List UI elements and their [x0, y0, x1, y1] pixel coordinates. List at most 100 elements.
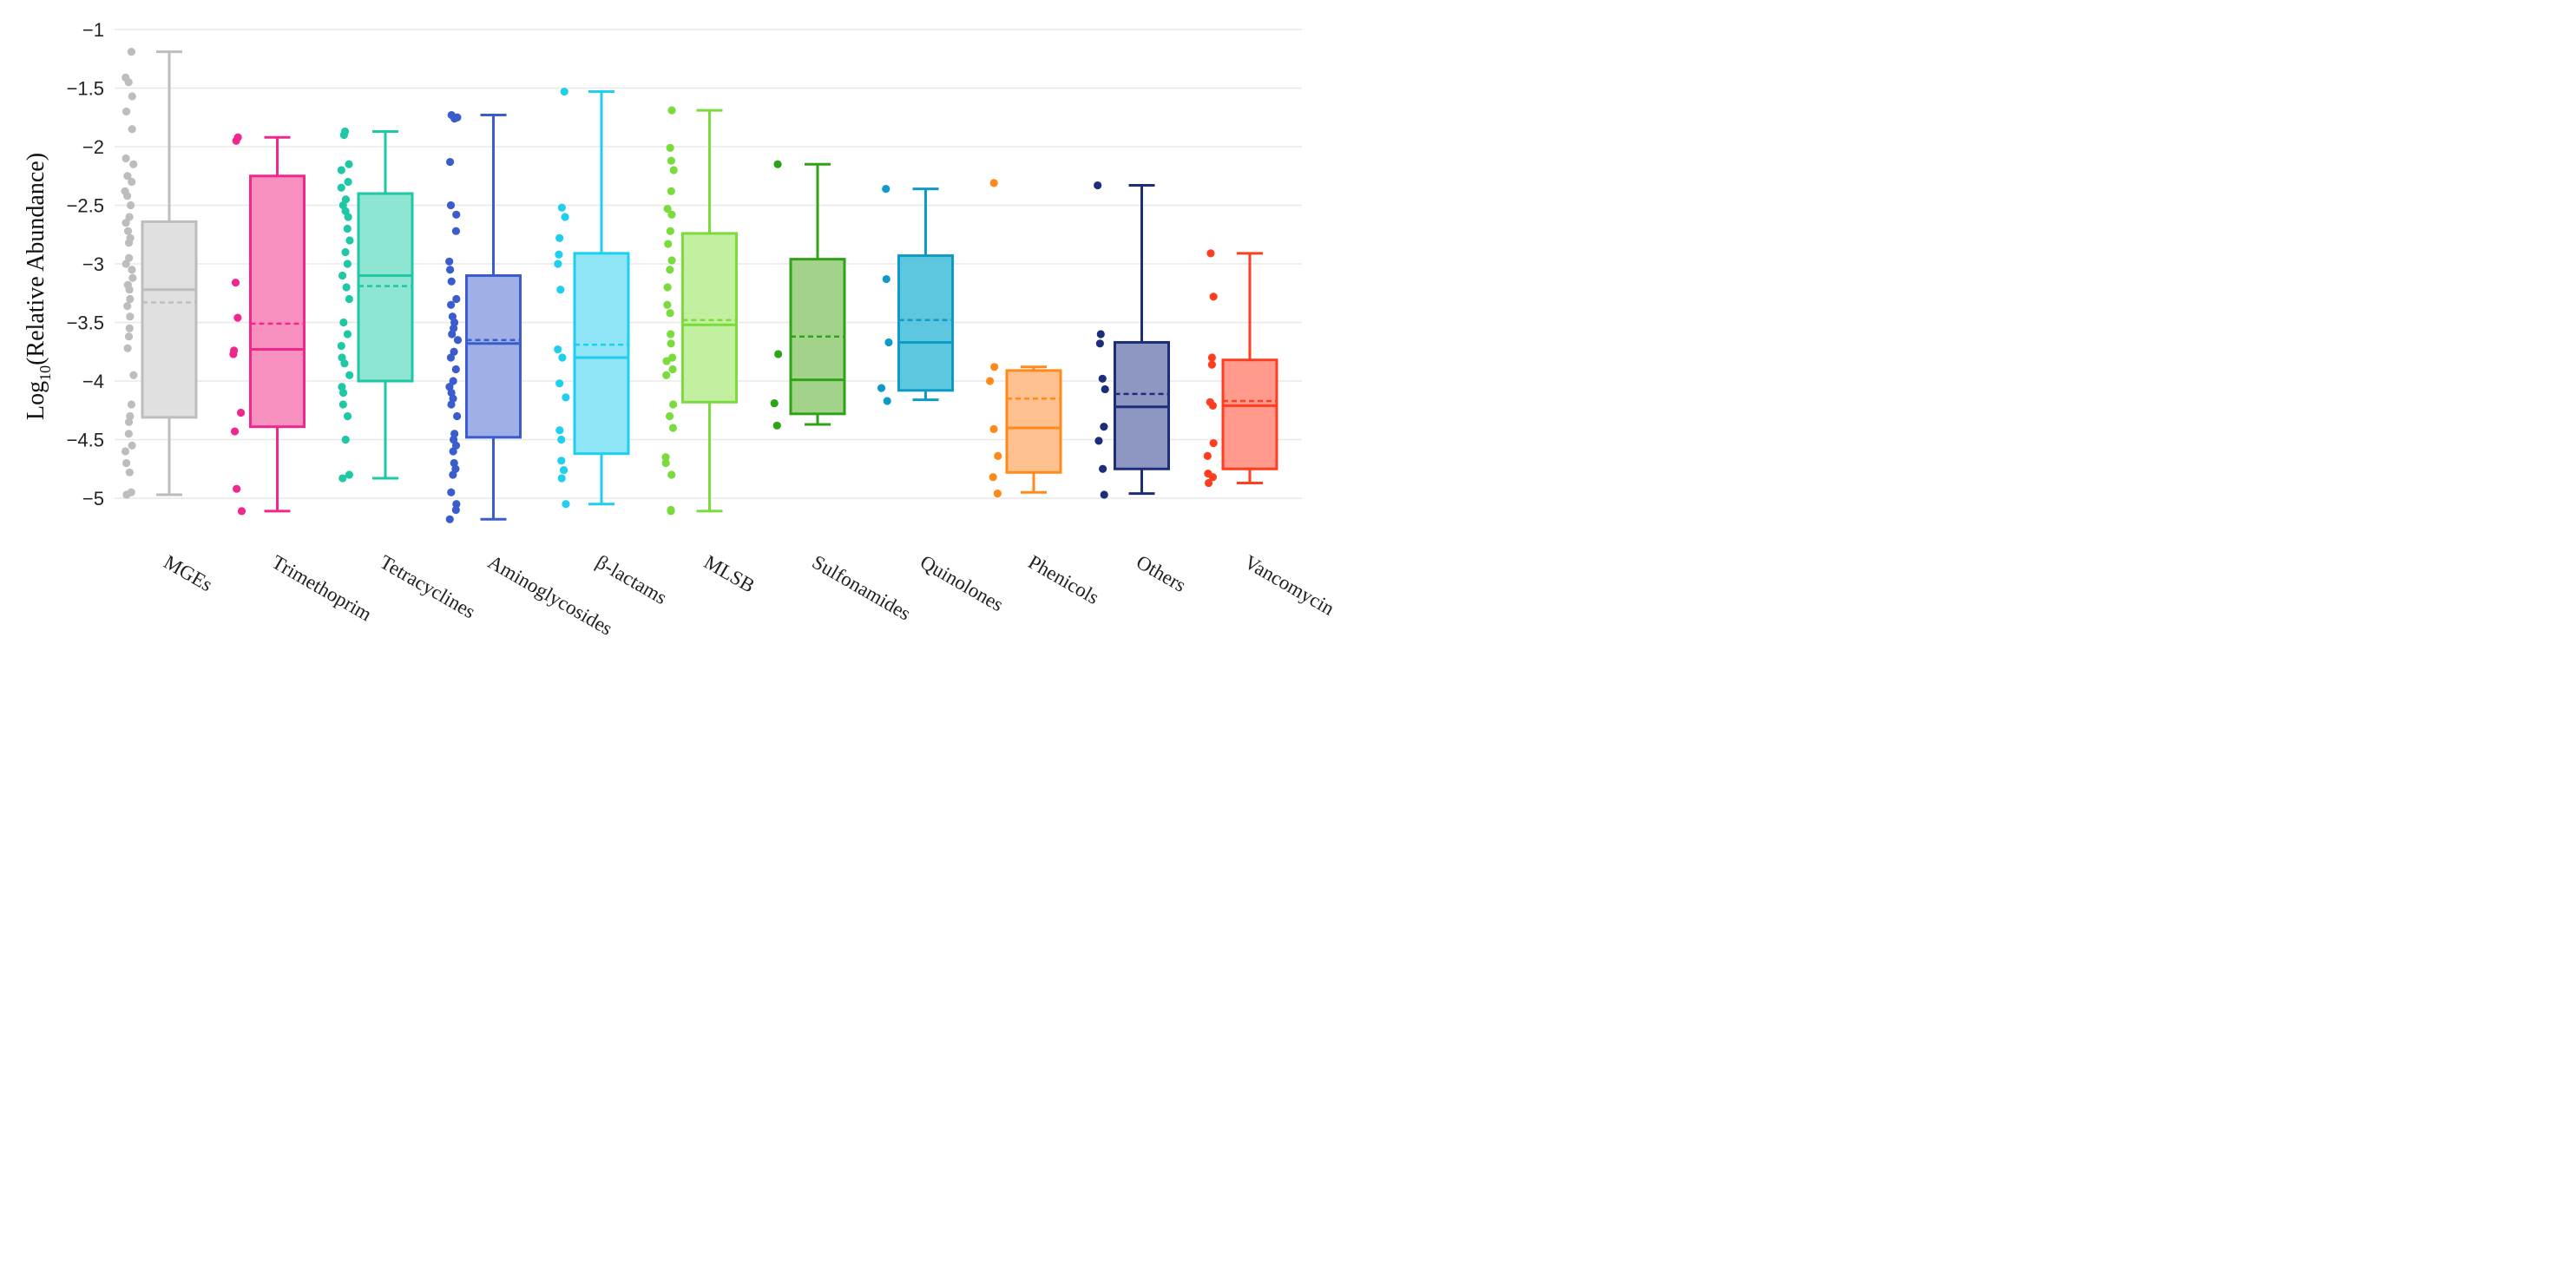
data-point [772, 421, 781, 430]
data-point [446, 200, 456, 210]
data-point [338, 400, 347, 409]
x-category-label: Sulfonamides [809, 551, 915, 625]
data-point [121, 447, 130, 456]
data-point [667, 507, 675, 516]
data-point [884, 338, 893, 347]
data-point [663, 204, 672, 214]
data-point [344, 213, 352, 221]
data-point [124, 239, 134, 247]
box-group [229, 133, 306, 516]
data-point [129, 160, 138, 168]
data-point [233, 484, 241, 493]
data-point [882, 185, 890, 194]
data-point [126, 200, 135, 210]
iqr-box [465, 274, 522, 439]
data-point [123, 227, 133, 235]
iqr-box [141, 220, 198, 419]
data-point [667, 187, 675, 195]
data-point [556, 286, 565, 294]
data-point [450, 115, 459, 123]
data-point [560, 87, 568, 96]
data-point [1095, 339, 1104, 348]
data-point [230, 427, 240, 436]
data-point [232, 136, 240, 145]
data-point [128, 125, 136, 134]
data-point [123, 172, 132, 181]
data-point [668, 353, 677, 362]
data-point [562, 393, 570, 402]
data-point [774, 350, 783, 358]
data-point [1203, 451, 1212, 461]
data-point [666, 309, 674, 318]
data-point [666, 266, 674, 274]
data-point [1100, 490, 1108, 499]
data-point [661, 453, 670, 462]
data-point [665, 411, 674, 421]
data-point [338, 271, 347, 280]
data-point [126, 294, 135, 304]
data-point [1207, 353, 1217, 362]
x-category-label: Quinolones [917, 551, 1007, 616]
data-point [555, 426, 564, 435]
data-point [555, 233, 564, 242]
data-point [450, 430, 459, 438]
data-point [667, 330, 675, 339]
data-point [128, 266, 136, 274]
data-point [666, 227, 674, 235]
data-point [124, 417, 134, 426]
data-point [446, 353, 456, 362]
y-tick-label: −3 [82, 253, 104, 275]
box-series [121, 48, 1278, 523]
data-point [451, 505, 460, 515]
data-point [125, 324, 134, 332]
box-group [445, 110, 522, 523]
iqr-box [897, 254, 954, 392]
data-point [449, 377, 457, 385]
data-point [128, 92, 136, 101]
x-category-label: β-lactams [593, 551, 671, 608]
data-point [662, 371, 671, 379]
data-point [450, 347, 458, 356]
data-point [555, 379, 564, 388]
x-category-label: MGEs [161, 551, 217, 596]
data-point [122, 107, 131, 116]
data-point [345, 236, 354, 245]
data-point [445, 515, 454, 523]
data-point [343, 330, 352, 339]
data-point [668, 424, 678, 432]
data-point [1096, 330, 1105, 339]
data-point [231, 279, 240, 287]
data-point [663, 300, 672, 309]
data-point [342, 283, 351, 292]
data-point [345, 294, 353, 304]
data-point [450, 318, 459, 327]
data-point [452, 210, 461, 219]
iqr-box [573, 252, 630, 456]
box-group [1094, 181, 1170, 499]
data-point [994, 451, 1002, 461]
box-group [554, 87, 630, 509]
data-point [341, 435, 350, 444]
iqr-box [1005, 369, 1062, 474]
data-point [557, 474, 566, 483]
data-point [557, 435, 566, 444]
data-point [561, 213, 569, 221]
data-point [445, 257, 454, 266]
data-point [122, 260, 130, 268]
data-point [990, 363, 999, 371]
data-point [123, 344, 132, 352]
data-point [126, 312, 135, 321]
data-point [883, 397, 891, 405]
data-point [125, 468, 134, 477]
data-point [122, 192, 132, 200]
data-point [124, 430, 133, 438]
box-group [877, 185, 954, 405]
data-point [343, 411, 352, 421]
data-point [125, 253, 134, 262]
data-point [1101, 385, 1109, 394]
data-point [663, 283, 672, 292]
data-point [661, 458, 670, 468]
data-point [345, 160, 353, 168]
box-group [985, 179, 1062, 498]
data-point [128, 273, 137, 282]
